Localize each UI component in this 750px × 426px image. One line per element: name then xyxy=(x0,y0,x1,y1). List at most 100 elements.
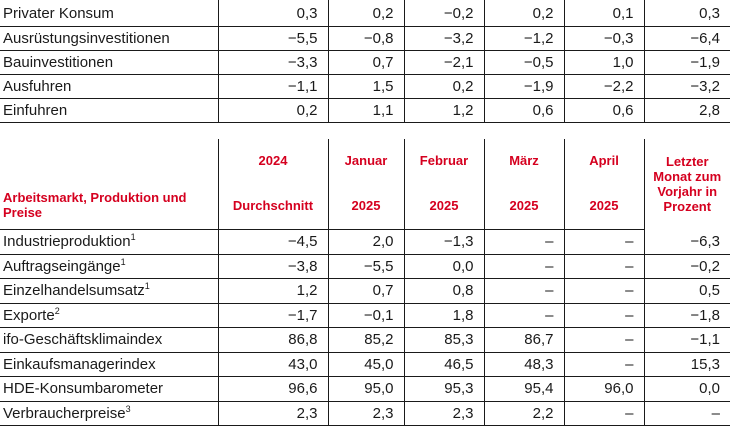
value-cell: −4,5 xyxy=(217,229,328,255)
row-label: Auftragseingänge1 xyxy=(0,254,218,279)
table-row: Einkaufsmanagerindex 43,0 45,0 46,5 48,3–15,… xyxy=(0,352,730,377)
row-label-text: Bauinvestitionen xyxy=(3,54,114,71)
value-cell: 95,0 xyxy=(327,376,404,402)
value-cell: 2,3 xyxy=(327,401,404,426)
value-cell: 1,0 xyxy=(563,50,644,75)
value-cell: −1,2 xyxy=(483,26,564,51)
value-cell: 2,3 xyxy=(217,401,328,426)
header-year-2025-mar: 2025 xyxy=(483,181,564,230)
value-cell: 0,3 xyxy=(217,0,328,27)
row-label-text: Einkaufsmanagerindex xyxy=(3,355,156,373)
value-cell: −1,9 xyxy=(643,50,730,75)
value-cell: 1,1 xyxy=(327,98,404,123)
footnote-marker: 1 xyxy=(120,256,126,267)
value-cell: 86,7 xyxy=(483,327,564,353)
value-cell: 96,0 xyxy=(563,376,644,402)
value-cell: −3,2 xyxy=(403,26,484,51)
row-label: ifo-Geschäftsklimaindex xyxy=(0,327,218,353)
value-cell: 95,4 xyxy=(483,376,564,402)
row-label-text: Verbraucherpreise xyxy=(3,404,126,422)
header-january: Januar xyxy=(327,139,404,181)
value-cell: 1,8 xyxy=(403,303,484,328)
row-label-text: Privater Konsum xyxy=(3,4,114,22)
value-cell: – xyxy=(563,229,644,255)
value-cell: 0,6 xyxy=(563,98,644,123)
row-label: Exporte2 xyxy=(0,303,218,328)
footnote-marker: 1 xyxy=(130,232,136,243)
header-february: Februar xyxy=(403,139,484,181)
value-cell: – xyxy=(563,254,644,279)
value-cell: – xyxy=(483,303,564,328)
value-cell: – xyxy=(563,278,644,304)
value-cell: −1,7 xyxy=(217,303,328,328)
value-cell: 0,2 xyxy=(483,0,564,27)
value-cell: 0,7 xyxy=(327,278,404,304)
value-cell: 1,2 xyxy=(217,278,328,304)
row-label-text: ifo-Geschäftsklimaindex xyxy=(3,331,163,349)
value-cell: 96,6 xyxy=(217,376,328,402)
row-label: Verbraucherpreise3 xyxy=(0,401,218,426)
table-row: Exporte2 −1,7 −0,1 1,8– – −1,8 xyxy=(0,303,730,328)
row-label-text: Einfuhren xyxy=(3,102,68,119)
value-cell: 2,2 xyxy=(483,401,564,426)
row-label-text: Exporte xyxy=(3,306,55,324)
value-cell: −6,3 xyxy=(643,229,730,255)
economic-indicators-body: Privater Konsum 0,3 0,2 −0,2 0,2 0,1 0,3 Ausrüs… xyxy=(0,0,730,123)
value-cell: 0,2 xyxy=(403,74,484,99)
header-april: April xyxy=(563,139,644,181)
value-cell: – xyxy=(563,327,644,353)
value-cell: 2,3 xyxy=(403,401,484,426)
value-cell: 2,0 xyxy=(327,229,404,255)
value-cell: 0,5 xyxy=(643,278,730,304)
value-cell: 0,6 xyxy=(483,98,564,123)
row-label: Bauinvestitionen xyxy=(0,50,218,75)
value-cell: 86,8 xyxy=(217,327,328,353)
value-cell: 15,3 xyxy=(643,352,730,377)
value-cell: −0,5 xyxy=(483,50,564,75)
value-cell: – xyxy=(483,254,564,279)
table-row: Bauinvestitionen −3,3 0,7 −2,1 −0,5 1,0 −1,9 xyxy=(0,50,730,75)
row-label: Ausfuhren xyxy=(0,74,218,99)
table-row: Industrieproduktion1 −4,5 2,0 −1,3– – −6,3 xyxy=(0,229,730,255)
footnote-marker: 3 xyxy=(125,403,131,414)
row-label: Einzelhandelsumsatz1 xyxy=(0,278,218,304)
table-row: HDE-Konsumbarometer 96,6 95,0 95,3 95,4 96,0 0… xyxy=(0,376,730,402)
header-row-1: 2024 Januar Februar März April Letzter M… xyxy=(0,139,730,230)
value-cell: 95,3 xyxy=(403,376,484,402)
row-label-text: Auftragseingänge xyxy=(3,257,121,275)
header-year-2025-apr: 2025 xyxy=(563,181,644,230)
value-cell: −0,2 xyxy=(643,254,730,279)
header-empty-cell xyxy=(0,139,218,181)
table-row: Verbraucherpreise3 2,3 2,3 2,3 2,2– – xyxy=(0,401,730,426)
value-cell: −0,3 xyxy=(563,26,644,51)
table-row: Ausfuhren −1,1 1,5 0,2 −1,9 −2,2 −3,2 xyxy=(0,74,730,99)
value-cell: 0,2 xyxy=(327,0,404,27)
value-cell: −3,2 xyxy=(643,74,730,99)
value-cell: −0,1 xyxy=(327,303,404,328)
row-label: HDE-Konsumbarometer xyxy=(0,376,218,402)
value-cell: 2,8 xyxy=(643,98,730,123)
table-row: Ausrüstungsinvestitionen −5,5 −0,8 −3,2 −1,2… xyxy=(0,26,730,51)
row-label: Privater Konsum xyxy=(0,0,218,27)
header-yoy-percent: Letzter Monat zum Vorjahr in Prozent xyxy=(643,139,730,230)
table-row: Einfuhren 0,2 1,1 1,2 0,6 0,6 2,8 xyxy=(0,98,730,123)
value-cell: 0,2 xyxy=(217,98,328,123)
value-cell: 85,3 xyxy=(403,327,484,353)
value-cell: – xyxy=(483,229,564,255)
value-cell: −6,4 xyxy=(643,26,730,51)
value-cell: −1,9 xyxy=(483,74,564,99)
value-cell: 1,2 xyxy=(403,98,484,123)
value-cell: −5,5 xyxy=(327,254,404,279)
value-cell: – xyxy=(563,401,644,426)
table-row: ifo-Geschäftsklimaindex 86,8 85,2 85,3 86,7–… xyxy=(0,327,730,353)
value-cell: 85,2 xyxy=(327,327,404,353)
header-row-2: Arbeitsmarkt, Produktion und Preise Durc… xyxy=(0,181,730,230)
header-march: März xyxy=(483,139,564,181)
value-cell: 0,0 xyxy=(403,254,484,279)
labor-production-prices-body: Industrieproduktion1 −4,5 2,0 −1,3– – −6,3 Auf… xyxy=(0,229,730,426)
value-cell: 48,3 xyxy=(483,352,564,377)
row-label: Ausrüstungsinvestitionen xyxy=(0,26,218,51)
value-cell: 0,0 xyxy=(643,376,730,402)
value-cell: −1,8 xyxy=(643,303,730,328)
row-label: Einfuhren xyxy=(0,98,218,123)
